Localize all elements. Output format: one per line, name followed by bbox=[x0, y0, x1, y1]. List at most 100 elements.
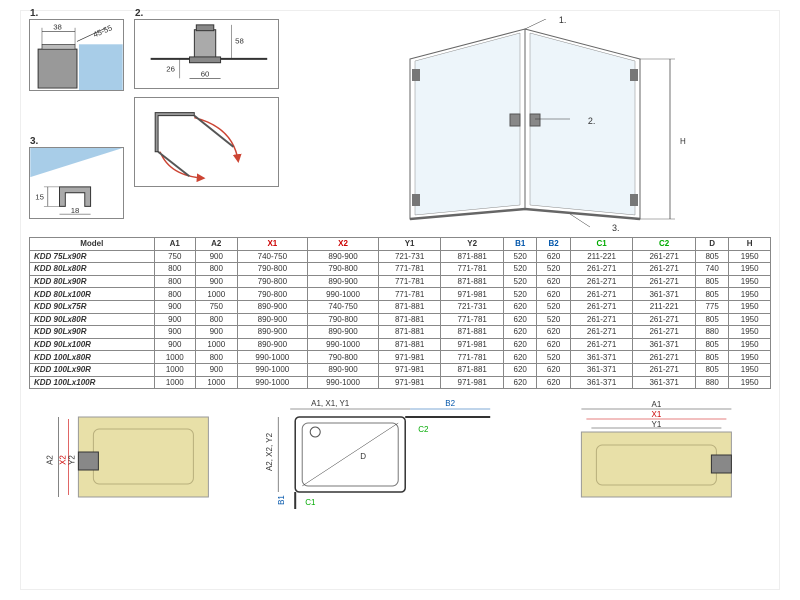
table-header-cell: B1 bbox=[503, 238, 536, 251]
table-cell: 361-371 bbox=[633, 288, 696, 301]
table-cell: 520 bbox=[537, 300, 570, 313]
table-header-cell: C1 bbox=[570, 238, 633, 251]
table-cell: 740 bbox=[695, 263, 728, 276]
table-cell: 520 bbox=[503, 275, 536, 288]
table-cell: 361-371 bbox=[633, 376, 696, 389]
table-cell: 871-881 bbox=[441, 363, 504, 376]
table-cell: 620 bbox=[503, 313, 536, 326]
table-cell: 800 bbox=[154, 263, 196, 276]
table-cell: 620 bbox=[503, 338, 536, 351]
table-header-cell: C2 bbox=[633, 238, 696, 251]
table-cell: 261-271 bbox=[633, 351, 696, 364]
table-cell: 620 bbox=[537, 363, 570, 376]
table-cell: 890-900 bbox=[308, 250, 379, 263]
table-cell: 1950 bbox=[729, 363, 771, 376]
table-cell: 805 bbox=[695, 275, 728, 288]
table-cell: 800 bbox=[196, 351, 238, 364]
table-cell: 261-271 bbox=[633, 313, 696, 326]
table-cell: 790-800 bbox=[308, 351, 379, 364]
technical-drawing-page: 1. 38 45-55 3. bbox=[20, 10, 780, 590]
table-header-cell: Y2 bbox=[441, 238, 504, 251]
table-cell: 790-800 bbox=[237, 275, 308, 288]
table-cell: 261-271 bbox=[570, 313, 633, 326]
svg-text:Y2: Y2 bbox=[67, 455, 76, 465]
table-cell: 771-781 bbox=[378, 275, 441, 288]
detail-1-dim-top: 38 bbox=[53, 23, 62, 32]
table-cell: 520 bbox=[503, 250, 536, 263]
table-row: KDD 90Lx90R900900890-900890-900871-88187… bbox=[30, 326, 771, 339]
table-row: KDD 80Lx100R8001000790-800990-1000771-78… bbox=[30, 288, 771, 301]
svg-text:Y1: Y1 bbox=[652, 420, 662, 429]
table-cell: 620 bbox=[537, 275, 570, 288]
detail-1-dim-diag: 45-55 bbox=[92, 23, 114, 39]
table-cell: 880 bbox=[695, 376, 728, 389]
table-row: KDD 90Lx100R9001000890-900990-1000871-88… bbox=[30, 338, 771, 351]
table-cell: 790-800 bbox=[308, 263, 379, 276]
table-cell: 520 bbox=[503, 263, 536, 276]
svg-text:B1: B1 bbox=[277, 495, 286, 505]
table-cell: 805 bbox=[695, 250, 728, 263]
bottom-section: A2 X2 Y2 A1, X1, Y1 B2 A2, X2, Y2 B1 bbox=[29, 397, 771, 512]
table-cell: 261-271 bbox=[570, 338, 633, 351]
table-cell: 620 bbox=[503, 376, 536, 389]
table-cell: 1950 bbox=[729, 275, 771, 288]
table-cell: KDD 80Lx90R bbox=[30, 275, 155, 288]
svg-text:A1, X1, Y1: A1, X1, Y1 bbox=[311, 399, 350, 408]
table-cell: 361-371 bbox=[570, 376, 633, 389]
table-cell: 1000 bbox=[196, 376, 238, 389]
table-cell: 971-981 bbox=[378, 363, 441, 376]
table-cell: 880 bbox=[695, 326, 728, 339]
table-cell: 620 bbox=[537, 376, 570, 389]
isometric-shower-view: H 1. 2. 3. bbox=[289, 19, 771, 229]
detail-3: 3. 15 18 bbox=[29, 147, 124, 219]
table-cell: 900 bbox=[196, 326, 238, 339]
table-cell: 890-900 bbox=[308, 326, 379, 339]
table-cell: 990-1000 bbox=[308, 288, 379, 301]
table-cell: 261-271 bbox=[570, 275, 633, 288]
table-cell: 620 bbox=[503, 326, 536, 339]
table-cell: KDD 90Lx100R bbox=[30, 338, 155, 351]
svg-text:C2: C2 bbox=[418, 425, 429, 434]
table-cell: KDD 80Lx80R bbox=[30, 263, 155, 276]
table-cell: 1000 bbox=[196, 288, 238, 301]
table-cell: 971-981 bbox=[378, 351, 441, 364]
table-cell: 805 bbox=[695, 288, 728, 301]
table-cell: 790-800 bbox=[237, 263, 308, 276]
table-cell: 1950 bbox=[729, 351, 771, 364]
table-cell: KDD 75Lx90R bbox=[30, 250, 155, 263]
detail-3-label: 3. bbox=[30, 136, 38, 147]
detail-2-dim-v2: 26 bbox=[166, 64, 175, 73]
table-cell: 771-781 bbox=[378, 263, 441, 276]
table-cell: 771-781 bbox=[378, 288, 441, 301]
table-cell: 261-271 bbox=[633, 250, 696, 263]
table-cell: 890-900 bbox=[308, 363, 379, 376]
table-cell: KDD 90Lx80R bbox=[30, 313, 155, 326]
table-header-cell: A2 bbox=[196, 238, 238, 251]
table-cell: 990-1000 bbox=[237, 351, 308, 364]
table-cell: 261-271 bbox=[570, 300, 633, 313]
table-cell: 261-271 bbox=[633, 326, 696, 339]
table-cell: 620 bbox=[503, 300, 536, 313]
table-cell: 261-271 bbox=[633, 275, 696, 288]
iso-ref-1: 1. bbox=[559, 15, 567, 25]
table-cell: 1950 bbox=[729, 338, 771, 351]
table-cell: 1000 bbox=[154, 376, 196, 389]
table-cell: 890-900 bbox=[237, 300, 308, 313]
table-cell: 871-881 bbox=[378, 313, 441, 326]
table-cell: 1950 bbox=[729, 300, 771, 313]
table-cell: 990-1000 bbox=[237, 376, 308, 389]
table-row: KDD 80Lx80R800800790-800790-800771-78177… bbox=[30, 263, 771, 276]
detail-3-dim-h: 18 bbox=[71, 206, 80, 215]
detail-2: 2. 58 26 60 bbox=[134, 19, 279, 89]
table-cell: 800 bbox=[154, 275, 196, 288]
table-cell: 871-881 bbox=[441, 326, 504, 339]
detail-column-mid: 2. 58 26 60 bbox=[134, 19, 279, 229]
table-cell: KDD 80Lx100R bbox=[30, 288, 155, 301]
dimensions-table: ModelA1A2X1X2Y1Y2B1B2C1C2DH KDD 75Lx90R7… bbox=[29, 237, 771, 389]
table-row: KDD 80Lx90R800900790-800890-900771-78187… bbox=[30, 275, 771, 288]
bottom-mid-panel: A1, X1, Y1 B2 A2, X2, Y2 B1 C2 C1 bbox=[258, 397, 542, 512]
table-cell: KDD 100Lx90R bbox=[30, 363, 155, 376]
svg-text:X2: X2 bbox=[58, 455, 67, 465]
table-cell: 800 bbox=[154, 288, 196, 301]
table-cell: 771-781 bbox=[441, 313, 504, 326]
